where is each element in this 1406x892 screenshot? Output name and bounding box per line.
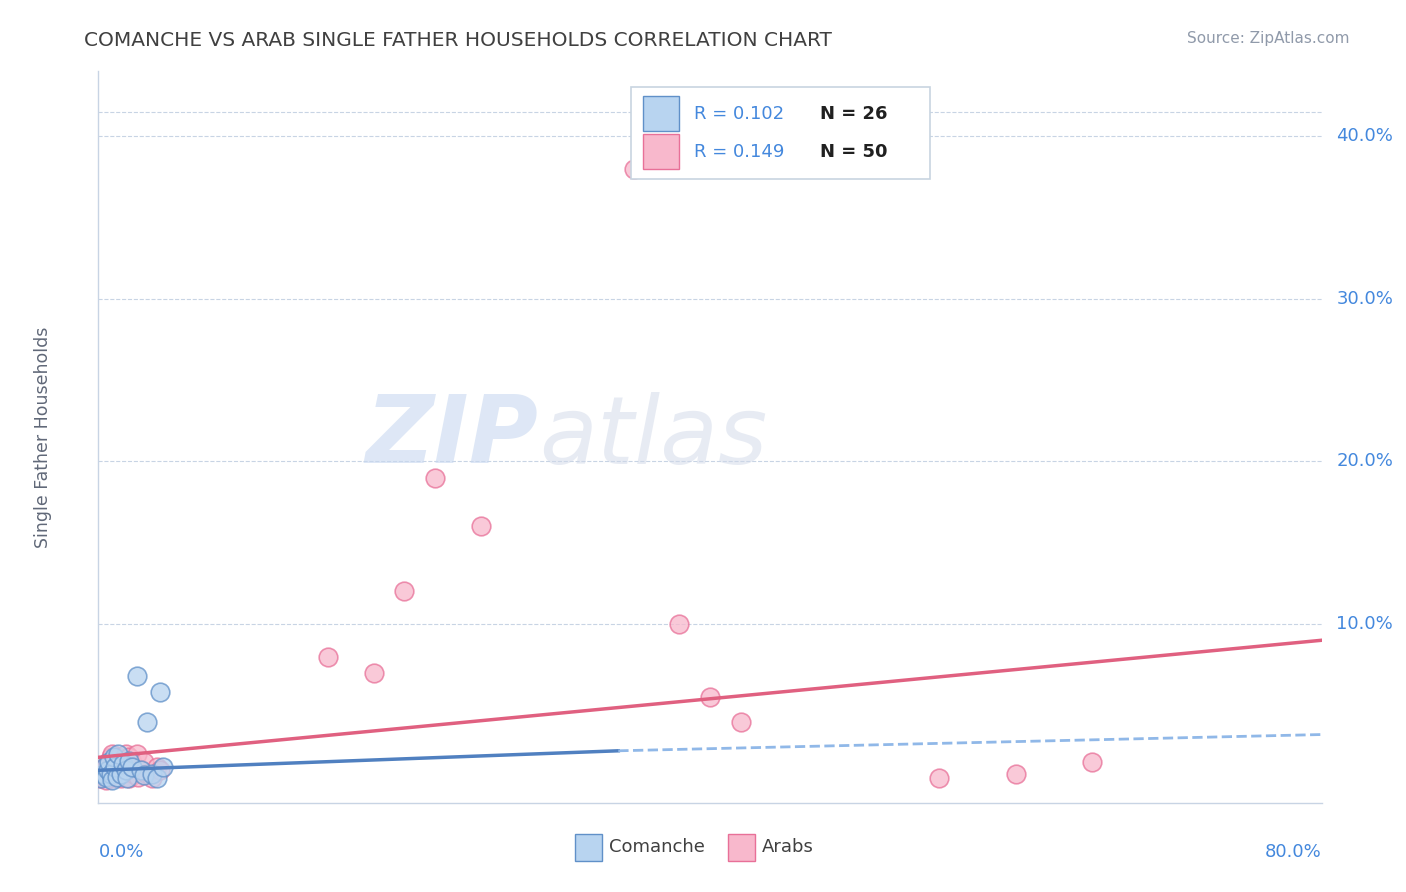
Bar bbox=[575, 833, 602, 862]
Point bbox=[101, 772, 124, 787]
Point bbox=[103, 750, 125, 764]
Point bbox=[134, 755, 156, 769]
Point bbox=[111, 756, 134, 771]
Text: COMANCHE VS ARAB SINGLE FATHER HOUSEHOLDS CORRELATION CHART: COMANCHE VS ARAB SINGLE FATHER HOUSEHOLD… bbox=[84, 31, 832, 50]
Point bbox=[136, 714, 159, 729]
Point bbox=[117, 760, 139, 774]
Point bbox=[470, 519, 492, 533]
Text: ZIP: ZIP bbox=[366, 391, 538, 483]
Text: N = 26: N = 26 bbox=[820, 104, 887, 123]
Point bbox=[115, 747, 138, 761]
Point bbox=[118, 772, 141, 786]
Point bbox=[316, 649, 339, 664]
Point bbox=[149, 685, 172, 699]
Point bbox=[730, 714, 752, 729]
Point bbox=[623, 161, 645, 176]
Point bbox=[136, 766, 159, 780]
Point bbox=[134, 768, 156, 782]
Point bbox=[110, 766, 132, 780]
Point bbox=[111, 764, 134, 778]
Bar bbox=[643, 96, 679, 131]
Text: 10.0%: 10.0% bbox=[1336, 615, 1393, 633]
Point bbox=[90, 764, 112, 778]
Text: Source: ZipAtlas.com: Source: ZipAtlas.com bbox=[1187, 31, 1350, 46]
Point bbox=[124, 760, 146, 774]
Point bbox=[98, 766, 121, 780]
Point bbox=[125, 669, 148, 683]
Point bbox=[127, 770, 149, 784]
Point bbox=[115, 770, 138, 784]
Point bbox=[145, 772, 167, 786]
Point bbox=[101, 772, 124, 786]
Point bbox=[105, 756, 128, 771]
Text: 20.0%: 20.0% bbox=[1336, 452, 1393, 470]
Point bbox=[668, 617, 690, 632]
Point bbox=[125, 747, 148, 761]
Point bbox=[112, 766, 135, 780]
Point bbox=[110, 755, 132, 769]
Point bbox=[121, 760, 143, 774]
Point bbox=[392, 584, 416, 599]
Text: 80.0%: 80.0% bbox=[1265, 843, 1322, 861]
Point bbox=[699, 690, 721, 705]
Point bbox=[928, 772, 950, 786]
Point bbox=[141, 772, 163, 786]
Text: R = 0.149: R = 0.149 bbox=[695, 143, 785, 161]
Bar bbox=[643, 135, 679, 169]
Point bbox=[94, 760, 117, 774]
Point bbox=[129, 764, 152, 778]
Point bbox=[115, 764, 138, 778]
Point bbox=[93, 766, 115, 780]
Point bbox=[1004, 766, 1026, 780]
Text: N = 50: N = 50 bbox=[820, 143, 887, 161]
Point bbox=[104, 770, 127, 784]
Point bbox=[118, 750, 141, 764]
Text: 0.0%: 0.0% bbox=[98, 843, 143, 861]
Text: 30.0%: 30.0% bbox=[1336, 290, 1393, 308]
Point bbox=[101, 747, 124, 761]
Point bbox=[91, 770, 114, 784]
Point bbox=[363, 665, 385, 680]
Point bbox=[145, 760, 167, 774]
Point bbox=[93, 760, 115, 774]
Point bbox=[129, 764, 152, 778]
Point bbox=[104, 760, 127, 774]
Point bbox=[97, 764, 120, 778]
Text: R = 0.102: R = 0.102 bbox=[695, 104, 785, 123]
Point bbox=[98, 755, 121, 769]
Point bbox=[100, 766, 122, 780]
FancyBboxPatch shape bbox=[630, 87, 931, 179]
Point bbox=[94, 772, 117, 787]
Point bbox=[118, 754, 141, 768]
Point bbox=[91, 766, 114, 780]
Point bbox=[105, 770, 128, 784]
Point bbox=[107, 750, 129, 764]
Point bbox=[89, 772, 111, 786]
Point bbox=[107, 747, 129, 761]
Point bbox=[1081, 755, 1104, 769]
Point bbox=[108, 760, 131, 774]
Point bbox=[90, 772, 112, 786]
Point bbox=[100, 750, 122, 764]
Text: Single Father Households: Single Father Households bbox=[34, 326, 52, 548]
Text: Arabs: Arabs bbox=[762, 838, 813, 855]
Point bbox=[97, 755, 120, 769]
Point bbox=[121, 755, 143, 769]
Text: atlas: atlas bbox=[538, 392, 768, 483]
Point bbox=[94, 770, 117, 784]
Point bbox=[141, 766, 163, 780]
Point bbox=[152, 760, 174, 774]
Bar bbox=[728, 833, 755, 862]
Point bbox=[105, 766, 128, 780]
Point bbox=[423, 471, 446, 485]
Point bbox=[122, 766, 145, 780]
Text: Comanche: Comanche bbox=[609, 838, 704, 855]
Point bbox=[121, 764, 143, 778]
Point bbox=[110, 772, 132, 786]
Text: 40.0%: 40.0% bbox=[1336, 128, 1393, 145]
Point bbox=[149, 764, 172, 778]
Point bbox=[103, 764, 125, 778]
Point bbox=[117, 772, 139, 786]
